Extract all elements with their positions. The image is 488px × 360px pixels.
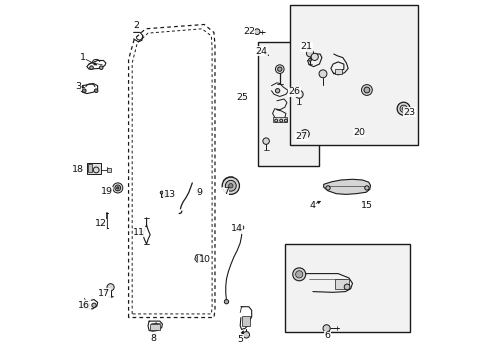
Text: 21: 21 (300, 42, 312, 51)
Circle shape (89, 66, 93, 69)
Circle shape (318, 70, 326, 78)
Circle shape (99, 66, 103, 69)
Circle shape (239, 225, 244, 230)
Circle shape (163, 195, 166, 198)
Bar (88, 164, 92, 172)
Circle shape (263, 138, 269, 144)
Circle shape (308, 58, 311, 61)
Bar (150, 324, 160, 330)
Text: 8: 8 (150, 334, 157, 343)
Bar (284, 244, 409, 332)
Circle shape (117, 187, 119, 189)
Text: 10: 10 (199, 256, 210, 264)
Circle shape (243, 332, 249, 338)
Text: 9: 9 (196, 188, 202, 197)
Text: 6: 6 (324, 331, 329, 340)
Bar (258, 42, 318, 166)
Circle shape (113, 183, 122, 193)
Circle shape (254, 29, 260, 35)
Circle shape (115, 185, 121, 191)
Circle shape (160, 191, 163, 194)
Circle shape (82, 89, 86, 93)
Circle shape (302, 132, 306, 136)
Text: 12: 12 (94, 219, 106, 228)
Circle shape (295, 90, 303, 98)
Circle shape (292, 268, 305, 281)
Circle shape (85, 303, 89, 307)
Bar (335, 279, 348, 289)
Text: 17: 17 (98, 289, 110, 298)
Circle shape (363, 87, 369, 93)
Bar (87, 163, 101, 174)
Bar (334, 69, 342, 74)
Polygon shape (323, 179, 370, 194)
Circle shape (94, 89, 98, 93)
Bar (107, 168, 111, 172)
Bar (242, 316, 249, 326)
Circle shape (295, 271, 302, 278)
Circle shape (306, 50, 313, 57)
Circle shape (399, 105, 407, 112)
Text: 24: 24 (255, 46, 267, 55)
Circle shape (361, 85, 371, 95)
Text: 27: 27 (295, 132, 307, 140)
Text: 19: 19 (101, 187, 113, 196)
Text: 26: 26 (287, 87, 300, 96)
Circle shape (396, 102, 409, 115)
Text: 23: 23 (403, 108, 415, 117)
Text: 16: 16 (78, 301, 90, 310)
Circle shape (300, 130, 309, 138)
Circle shape (275, 89, 279, 93)
Text: 15: 15 (360, 202, 372, 210)
Circle shape (277, 67, 282, 71)
Circle shape (225, 180, 236, 191)
Text: 13: 13 (163, 190, 175, 199)
Text: 22: 22 (243, 27, 254, 36)
Bar (289, 5, 418, 145)
Circle shape (364, 186, 368, 190)
Bar (272, 117, 286, 122)
Circle shape (310, 53, 318, 60)
Circle shape (344, 284, 349, 290)
Text: 1: 1 (80, 53, 85, 62)
Text: 14: 14 (230, 224, 242, 233)
Circle shape (401, 107, 404, 110)
Text: 3: 3 (75, 82, 81, 91)
Text: 18: 18 (72, 165, 84, 174)
Circle shape (228, 184, 232, 188)
Text: 4: 4 (308, 201, 315, 210)
Text: 7: 7 (223, 187, 228, 196)
Circle shape (224, 300, 228, 304)
Circle shape (197, 256, 202, 261)
Circle shape (222, 177, 239, 194)
Circle shape (325, 186, 329, 190)
Circle shape (275, 65, 284, 73)
Text: 2: 2 (133, 21, 139, 30)
Text: 20: 20 (352, 128, 364, 137)
Text: 25: 25 (236, 93, 248, 102)
Text: 5: 5 (237, 335, 243, 343)
Text: 11: 11 (133, 228, 145, 237)
Circle shape (92, 303, 96, 307)
Circle shape (107, 284, 114, 291)
Circle shape (322, 325, 329, 332)
Circle shape (93, 167, 99, 173)
